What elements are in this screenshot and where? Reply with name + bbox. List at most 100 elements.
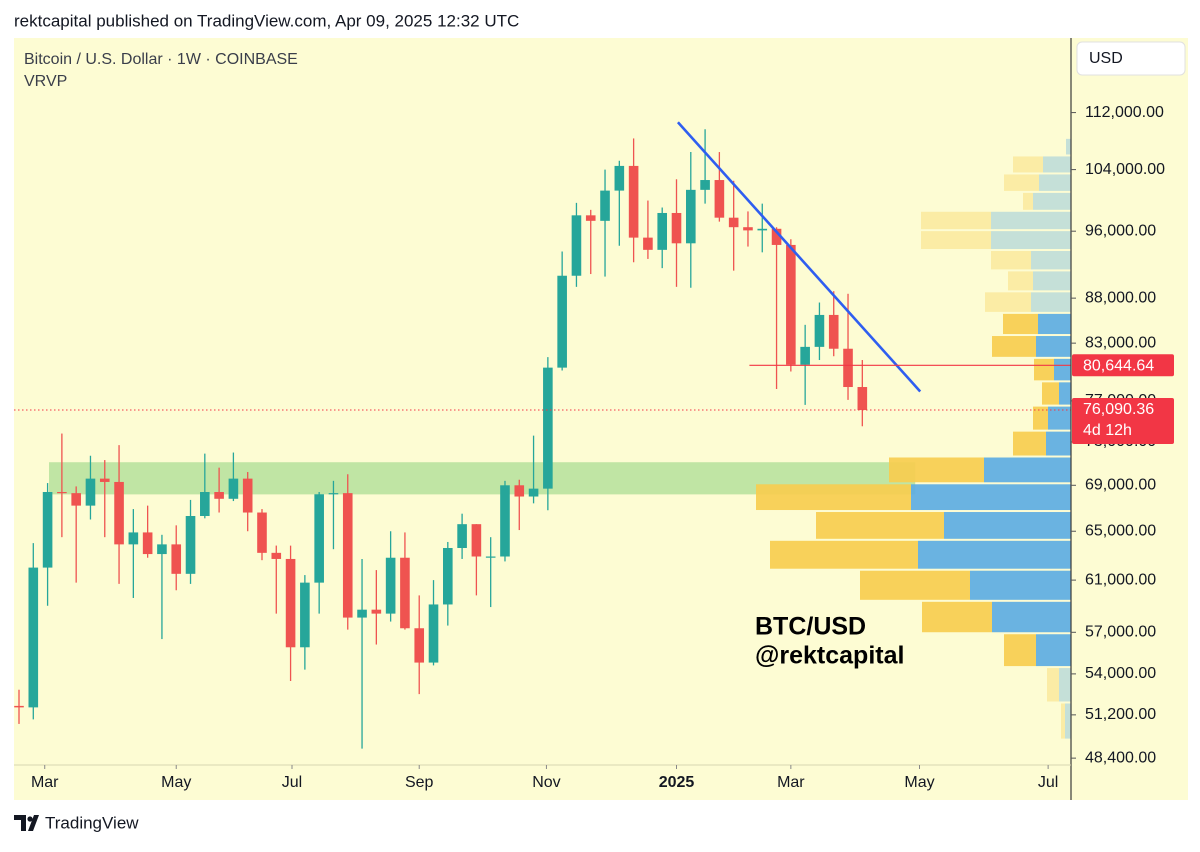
volume-profile-bar xyxy=(1013,156,1043,173)
volume-profile-bar xyxy=(1066,138,1071,155)
candle-body xyxy=(614,165,625,191)
y-tick-label: 51,200.00 xyxy=(1085,706,1156,723)
volume-profile-bar xyxy=(816,512,944,539)
y-tick-label: 65,000.00 xyxy=(1085,522,1156,539)
candle-body xyxy=(371,609,382,614)
candle-body xyxy=(471,524,482,557)
x-tick-label: 2025 xyxy=(659,774,695,791)
candle-body xyxy=(257,512,267,553)
currency-button[interactable] xyxy=(1076,41,1186,76)
price-label: 80,644.64 xyxy=(1083,358,1154,375)
candle-body xyxy=(42,492,53,568)
indicator-legend: VRVP xyxy=(24,73,67,90)
x-tick-label: May xyxy=(161,774,191,791)
candle-body xyxy=(643,237,653,250)
candle-body xyxy=(800,346,810,365)
price-label-box xyxy=(1072,354,1174,377)
candle-body xyxy=(271,552,282,559)
candle-body xyxy=(185,516,196,574)
symbol-legend: Bitcoin / U.S. Dollar · 1W · COINBASE xyxy=(24,51,298,68)
volume-profile-bar xyxy=(1061,703,1065,739)
candle-body xyxy=(700,180,710,190)
y-tick-label: 104,000.00 xyxy=(1085,161,1165,178)
volume-profile-bar xyxy=(1008,271,1033,291)
volume-profile-bar xyxy=(860,570,970,600)
volume-profile-bar xyxy=(1003,313,1038,335)
volume-profile-bar xyxy=(992,601,1071,633)
brand-logo: TradingView xyxy=(14,813,139,832)
candle-body xyxy=(685,189,696,244)
volume-profile-bar xyxy=(756,484,911,511)
candle-body xyxy=(514,485,525,497)
candle-body xyxy=(314,494,324,583)
x-tick-label: Nov xyxy=(532,774,560,791)
candle-body xyxy=(242,478,253,513)
candle-body xyxy=(99,478,110,482)
candle-body xyxy=(571,215,582,276)
x-tick-label: May xyxy=(904,774,934,791)
axis-layer: 112,000.00 104,000.00 96,000.00 88,000.00 83… xyxy=(31,104,1174,791)
volume-profile-bar xyxy=(991,251,1031,270)
candle-body xyxy=(671,212,682,244)
volume-profile-bar xyxy=(944,512,1071,539)
candle-body xyxy=(200,492,210,517)
x-tick-label: Jul xyxy=(282,774,302,791)
candle-body xyxy=(786,244,796,365)
annotation: @rektcapital xyxy=(755,642,904,670)
logo-icon xyxy=(14,815,39,831)
candle-body xyxy=(328,493,339,495)
last-price-label: 76,090.36 xyxy=(1083,401,1154,418)
candle-body xyxy=(814,314,825,347)
candle-body xyxy=(771,228,782,245)
candle-body xyxy=(714,180,725,218)
candle-body xyxy=(443,547,453,605)
currency-label[interactable]: USD xyxy=(1089,50,1123,67)
candle-body xyxy=(428,604,439,663)
logo-dot xyxy=(27,816,33,822)
volume-profile-bar xyxy=(922,601,992,633)
volume-profile-bar xyxy=(991,231,1071,250)
volume-profile-bar xyxy=(1054,358,1071,381)
candle-body xyxy=(585,215,596,221)
annotation: BTC/USD xyxy=(755,613,866,641)
volume-profile-bar xyxy=(1039,174,1071,191)
candle-body xyxy=(128,532,139,545)
candle-body xyxy=(543,367,553,489)
y-tick-label: 57,000.00 xyxy=(1085,624,1156,641)
volume-profile-bar xyxy=(1004,634,1036,667)
candle-body xyxy=(857,387,868,411)
candle-body xyxy=(557,275,567,368)
candle-body xyxy=(628,165,639,238)
y-tick-label: 112,000.00 xyxy=(1085,104,1164,121)
candle-body xyxy=(500,485,510,557)
candle-body xyxy=(71,493,81,506)
candle-body xyxy=(342,493,353,618)
volume-profile-bar xyxy=(911,484,1071,511)
y-tick-label: 83,000.00 xyxy=(1085,334,1156,351)
volume-profile-bar xyxy=(770,540,918,569)
candle-body xyxy=(757,228,768,231)
candle-body xyxy=(728,217,739,228)
volume-profile-bar xyxy=(1059,382,1071,405)
front-layer xyxy=(14,121,1071,749)
volume-profile-bar xyxy=(1036,336,1071,357)
candle-body xyxy=(657,212,668,250)
candle-body xyxy=(828,314,839,349)
publish-header: rektcapital published on TradingView.com… xyxy=(14,11,519,30)
candle-body xyxy=(157,544,167,555)
candle-body xyxy=(57,492,67,494)
candle-body xyxy=(214,492,224,499)
x-tick-label: Sep xyxy=(405,774,434,791)
volume-profile-bar xyxy=(918,540,1071,569)
candle-body xyxy=(600,190,610,221)
volume-profile-bar xyxy=(985,292,1031,312)
x-tick-label: Jul xyxy=(1038,774,1058,791)
mid-layer xyxy=(756,138,1071,739)
volume-profile-bar xyxy=(1023,192,1033,210)
candle-body xyxy=(400,557,410,629)
volume-profile-bar xyxy=(921,211,991,230)
volume-profile-bar xyxy=(1034,358,1054,381)
y-tick-label: 61,000.00 xyxy=(1085,571,1156,588)
last-price-box xyxy=(1072,398,1174,445)
